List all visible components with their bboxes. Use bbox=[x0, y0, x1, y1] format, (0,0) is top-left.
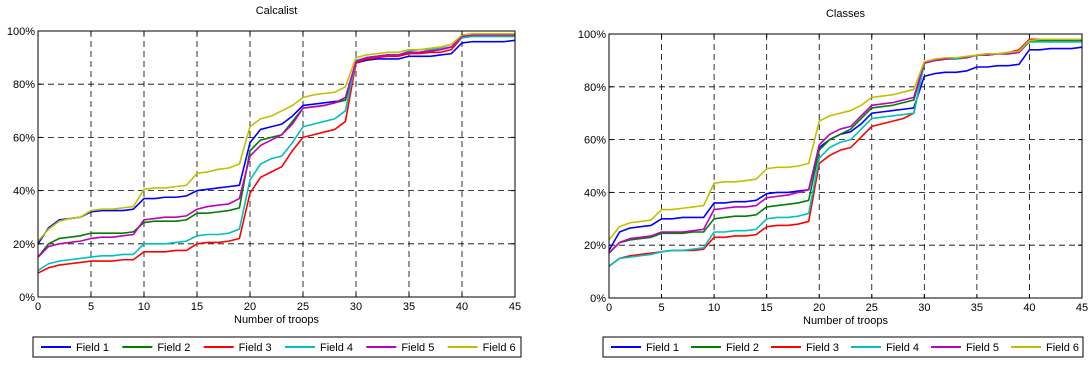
legend-label: Field 3 bbox=[239, 342, 272, 354]
x-tick-label: 35 bbox=[403, 301, 415, 313]
legend-label: Field 3 bbox=[806, 342, 839, 354]
x-tick-label: 25 bbox=[297, 301, 309, 313]
legend-item-field-1: Field 1 bbox=[611, 342, 679, 354]
plot-area bbox=[609, 34, 1082, 298]
legend-item-field-3: Field 3 bbox=[771, 342, 839, 354]
x-tick-label: 15 bbox=[191, 301, 203, 313]
x-tick-label: 40 bbox=[456, 301, 468, 313]
legend-label: Field 5 bbox=[966, 342, 999, 354]
x-tick-label: 10 bbox=[708, 302, 720, 314]
legend-box bbox=[32, 336, 522, 358]
series-line-field-1 bbox=[608, 46, 1083, 251]
legend-label: Field 6 bbox=[1046, 342, 1079, 354]
x-tick-label: 40 bbox=[1023, 302, 1035, 314]
legend-item-field-1: Field 1 bbox=[41, 342, 109, 354]
legend-label: Field 4 bbox=[886, 342, 919, 354]
x-tick-label: 25 bbox=[866, 302, 878, 314]
y-tick-label: 20% bbox=[584, 240, 606, 252]
y-tick-label: 40% bbox=[584, 187, 606, 199]
x-axis-label: Number of troops bbox=[803, 315, 888, 327]
chart-title: Calcalist bbox=[256, 5, 298, 17]
legend-label: Field 1 bbox=[646, 342, 679, 354]
legend-item-field-4: Field 4 bbox=[851, 342, 919, 354]
legend-item-field-2: Field 2 bbox=[691, 342, 759, 354]
x-tick-label: 15 bbox=[761, 302, 773, 314]
y-tick-label: 100% bbox=[7, 26, 35, 38]
y-tick-label: 80% bbox=[13, 79, 35, 91]
series-line-field-4 bbox=[37, 35, 515, 272]
y-tick-label: 40% bbox=[13, 186, 35, 198]
legend-item-field-5: Field 5 bbox=[366, 342, 434, 354]
y-tick-label: 80% bbox=[584, 82, 606, 94]
y-tick-label: 60% bbox=[13, 132, 35, 144]
legend-label: Field 6 bbox=[483, 342, 516, 354]
legend: Field 1 Field 2 Field 3 Field 4 Field 5 Field… bbox=[602, 336, 1084, 358]
x-tick-label: 20 bbox=[813, 302, 825, 314]
x-tick-label: 0 bbox=[606, 302, 612, 314]
y-tick-label: 20% bbox=[13, 239, 35, 251]
legend-box bbox=[602, 336, 1084, 358]
plot-frame bbox=[37, 30, 516, 298]
legend-label: Field 5 bbox=[401, 342, 434, 354]
legend-item-field-3: Field 3 bbox=[203, 342, 272, 354]
plot-area bbox=[38, 31, 515, 297]
y-tick-label: 0% bbox=[19, 292, 35, 304]
plot-frame bbox=[608, 33, 1083, 299]
y-tick-label: 60% bbox=[584, 135, 606, 147]
legend-label: Field 2 bbox=[157, 342, 190, 354]
legend-item-field-6: Field 6 bbox=[447, 342, 516, 354]
series-line-field-5 bbox=[37, 34, 515, 258]
series-line-field-6 bbox=[608, 38, 1082, 241]
series-line-field-1 bbox=[37, 39, 516, 245]
x-tick-label: 5 bbox=[658, 302, 664, 314]
legend-label: Field 2 bbox=[726, 342, 759, 354]
y-tick-label: 0% bbox=[590, 293, 606, 305]
x-tick-label: 10 bbox=[138, 301, 150, 313]
legend-item-field-6: Field 6 bbox=[1011, 342, 1079, 354]
legend-item-field-4: Field 4 bbox=[285, 342, 353, 354]
chart-classes: Classes 0 5 10 15 20 25 30 35 40 45 0% 20% 40% 60% 80% 1… bbox=[578, 8, 1088, 358]
x-tick-label: 30 bbox=[918, 302, 930, 314]
x-tick-label: 35 bbox=[971, 302, 983, 314]
y-tick-label: 100% bbox=[578, 29, 606, 41]
series-line-field-6 bbox=[37, 32, 515, 242]
x-tick-label: 45 bbox=[509, 301, 521, 313]
series-line-field-3 bbox=[37, 35, 515, 274]
x-tick-label: 5 bbox=[88, 301, 94, 313]
legend-item-field-2: Field 2 bbox=[122, 342, 190, 354]
chart-title: Classes bbox=[826, 8, 866, 20]
legend-label: Field 4 bbox=[320, 342, 353, 354]
x-tick-label: 30 bbox=[350, 301, 362, 313]
x-tick-label: 20 bbox=[244, 301, 256, 313]
x-tick-label: 0 bbox=[35, 301, 41, 313]
x-axis-label: Number of troops bbox=[234, 314, 319, 326]
legend-label: Field 1 bbox=[76, 342, 109, 354]
legend: Field 1 Field 2 Field 3 Field 4 Field 5 Field… bbox=[32, 336, 522, 358]
x-tick-label: 45 bbox=[1076, 302, 1088, 314]
legend-item-field-5: Field 5 bbox=[931, 342, 999, 354]
chart-calcalist: Calcalist 0 5 10 15 20 25 30 35 40 45 0% 20% 40% 60% 80… bbox=[7, 5, 522, 358]
